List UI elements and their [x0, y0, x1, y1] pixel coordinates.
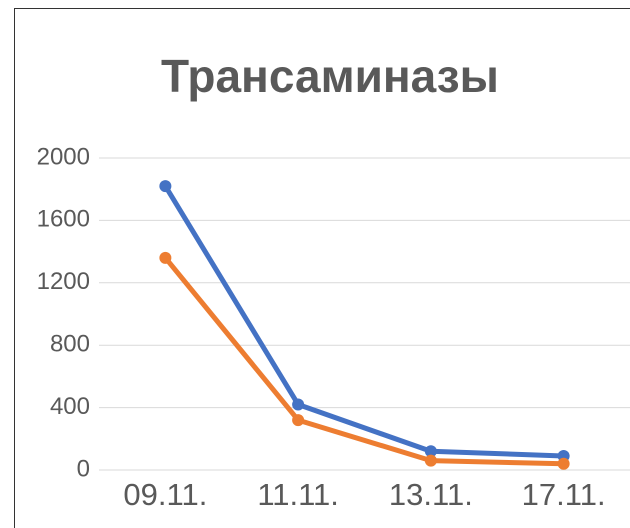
y-tick-label: 2000	[37, 143, 90, 170]
data-point	[292, 414, 305, 427]
data-point	[159, 180, 172, 193]
data-point	[424, 454, 437, 467]
y-tick-label: 1600	[37, 206, 90, 233]
data-point	[424, 445, 437, 458]
chart-title: Трансаминазы	[161, 50, 499, 102]
data-point	[292, 398, 305, 411]
data-point	[159, 251, 172, 264]
x-tick-label: 13.11.	[389, 477, 473, 512]
y-tick-label: 800	[50, 331, 90, 358]
y-tick-label: 400	[50, 393, 90, 420]
x-tick-label: 09.11.	[123, 477, 207, 512]
y-tick-label: 1200	[37, 268, 90, 295]
chart-frame	[14, 8, 630, 528]
series-line	[163, 184, 564, 459]
series-line	[163, 256, 564, 467]
x-tick-label: 17.11.	[522, 477, 606, 512]
x-tick-label: 11.11.	[257, 477, 339, 512]
y-tick-label: 0	[77, 455, 90, 482]
data-point	[557, 457, 570, 470]
